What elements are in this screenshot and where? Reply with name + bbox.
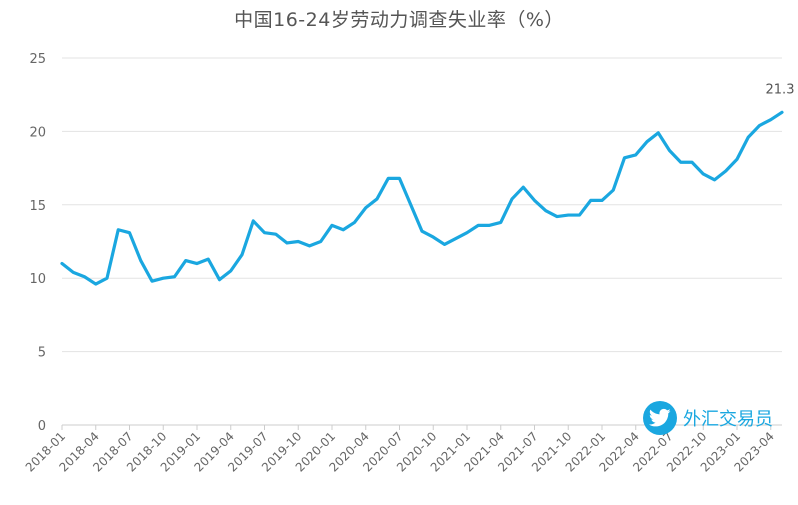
twitter-bird-icon [643, 401, 677, 435]
y-tick-label: 20 [29, 125, 46, 140]
watermark: 外汇交易员 [643, 400, 773, 436]
watermark-text: 外汇交易员 [683, 409, 773, 430]
y-tick-label: 5 [38, 346, 46, 361]
y-tick-label: 15 [29, 199, 46, 214]
twitter-bird-glyph [649, 408, 671, 427]
y-tick-label: 0 [38, 419, 46, 434]
data-label-last: 21.3 [766, 82, 795, 97]
y-tick-label: 25 [29, 52, 46, 67]
chart-title: 中国16-24岁劳动力调查失业率（%） [234, 9, 564, 31]
y-tick-label: 10 [29, 272, 46, 287]
series-line [60, 110, 784, 286]
